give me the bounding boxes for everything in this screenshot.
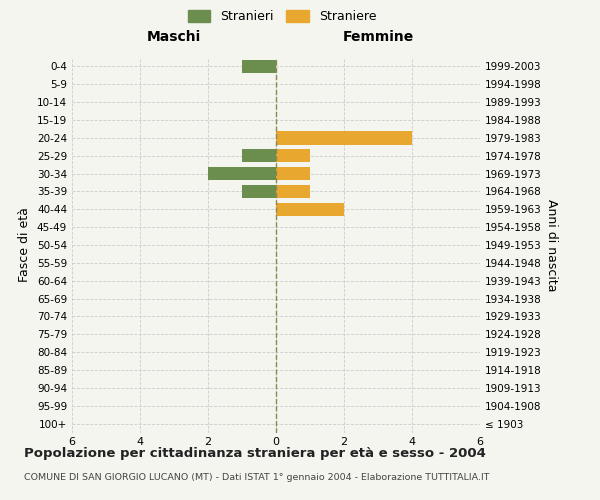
Bar: [242, 60, 276, 73]
Text: Maschi: Maschi: [147, 30, 201, 44]
Bar: [276, 149, 310, 162]
Y-axis label: Fasce di età: Fasce di età: [19, 208, 31, 282]
Text: Femmine: Femmine: [343, 30, 413, 44]
Bar: [276, 202, 344, 216]
Bar: [276, 167, 310, 180]
Y-axis label: Anni di nascita: Anni di nascita: [545, 198, 558, 291]
Legend: Stranieri, Straniere: Stranieri, Straniere: [184, 6, 380, 27]
Bar: [242, 184, 276, 198]
Text: COMUNE DI SAN GIORGIO LUCANO (MT) - Dati ISTAT 1° gennaio 2004 - Elaborazione TU: COMUNE DI SAN GIORGIO LUCANO (MT) - Dati…: [24, 472, 490, 482]
Bar: [276, 131, 412, 144]
Bar: [276, 184, 310, 198]
Bar: [208, 167, 276, 180]
Text: Popolazione per cittadinanza straniera per età e sesso - 2004: Popolazione per cittadinanza straniera p…: [24, 448, 486, 460]
Bar: [242, 149, 276, 162]
